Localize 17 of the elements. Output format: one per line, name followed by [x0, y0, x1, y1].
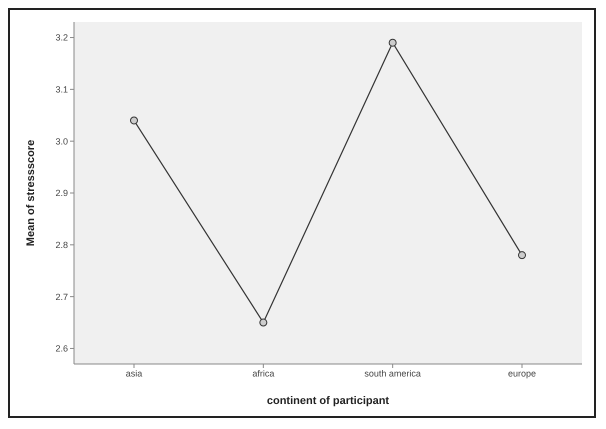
- y-tick-label: 2.7: [55, 292, 68, 302]
- y-axis-title: Mean of stressscore: [24, 140, 37, 246]
- point: [518, 251, 526, 260]
- y-tick-label: 3.1: [55, 84, 68, 95]
- y-tick-label: 2.8: [55, 240, 68, 250]
- y-tick-label: 3.0: [55, 136, 68, 146]
- point: [130, 116, 138, 124]
- x-tick-label: europe: [508, 368, 536, 378]
- y-tick-label: 3.2: [55, 32, 68, 43]
- x-axis-title: continent of participant: [266, 395, 390, 407]
- y-tick-label: 2.6: [55, 344, 68, 354]
- y-tick-label: 2.9: [55, 188, 68, 198]
- x-tick-label: south america: [364, 368, 421, 378]
- x-tick-label: africa: [252, 368, 274, 378]
- point: [259, 318, 268, 327]
- x-tick-label: asia: [126, 368, 142, 378]
- point: [388, 38, 397, 47]
